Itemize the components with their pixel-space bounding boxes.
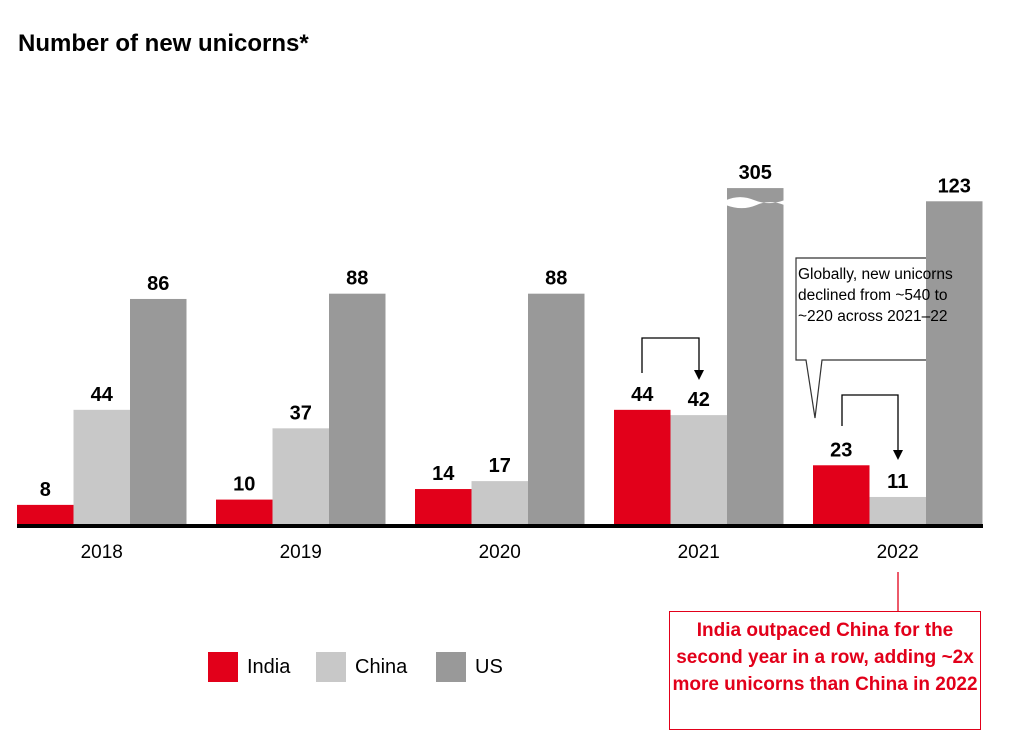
bar-india-2021 — [614, 409, 671, 526]
data-label: 86 — [147, 273, 169, 295]
data-label: 10 — [233, 474, 255, 496]
bar-india-2022 — [813, 465, 870, 526]
data-label: 44 — [91, 384, 114, 406]
bar-india-2019 — [216, 499, 273, 526]
data-label: 123 — [938, 175, 971, 197]
x-tick-label: 2019 — [280, 542, 322, 563]
data-label: 23 — [830, 439, 852, 461]
data-label: 88 — [346, 268, 368, 290]
change-arrow-2021 — [641, 337, 700, 373]
legend-india: India — [208, 652, 290, 682]
bar-china-2019 — [272, 428, 329, 526]
legend-china: China — [316, 652, 407, 682]
bar-china-2018 — [73, 409, 130, 526]
bar-china-2020 — [471, 481, 528, 526]
legend-us: US — [436, 652, 503, 682]
bar-india-2020 — [415, 489, 472, 526]
bar-us-2018 — [130, 298, 187, 526]
x-tick-label: 2022 — [877, 542, 919, 563]
bar-us-2022 — [926, 201, 983, 526]
data-label: 17 — [489, 455, 511, 477]
bar-us-2020 — [528, 293, 585, 526]
legend-swatch-china — [316, 652, 346, 682]
data-label: 11 — [887, 471, 908, 493]
india-highlight-callout: India outpaced China for the second year… — [669, 611, 981, 730]
data-label: 42 — [688, 389, 710, 411]
chart-title: Number of new unicorns* — [18, 30, 309, 57]
bar-india-2018 — [17, 504, 74, 526]
data-label: 44 — [631, 384, 654, 406]
legend-label: China — [355, 655, 408, 678]
data-label: 14 — [432, 463, 455, 485]
x-tick-label: 2021 — [678, 542, 720, 563]
data-label: 305 — [739, 162, 772, 184]
legend-swatch-india — [208, 652, 238, 682]
data-label: 37 — [290, 402, 312, 424]
x-tick-label: 2018 — [81, 542, 123, 563]
data-label: 8 — [40, 479, 51, 501]
legend-swatch-us — [436, 652, 466, 682]
bar-us-2019 — [329, 293, 386, 526]
data-label: 88 — [545, 268, 567, 290]
legend-label: India — [247, 655, 291, 678]
bar-china-2022 — [869, 496, 926, 526]
arrowhead-icon — [694, 370, 704, 380]
x-tick-label: 2020 — [479, 542, 521, 563]
legend-label: US — [475, 655, 503, 678]
axis-break-icon — [726, 197, 785, 209]
arrowhead-icon — [893, 450, 903, 460]
bar-china-2021 — [670, 415, 727, 526]
bar-us-2021 — [727, 188, 784, 526]
change-arrow-2022 — [841, 394, 899, 452]
global-note-callout: Globally, new unicorns declined from ~54… — [798, 266, 953, 325]
